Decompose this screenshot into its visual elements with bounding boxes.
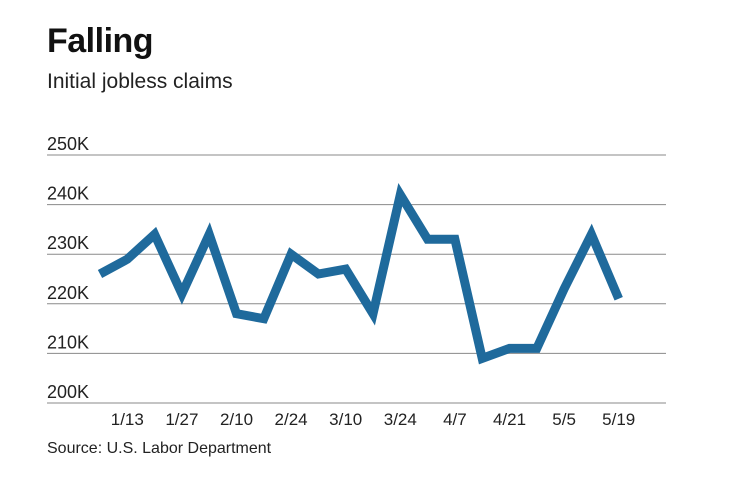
x-tick-label: 4/7 xyxy=(443,410,467,429)
chart-title: Falling xyxy=(47,22,154,60)
x-tick-label: 2/24 xyxy=(275,410,308,429)
x-tick-label: 3/10 xyxy=(329,410,362,429)
y-tick-label: 200K xyxy=(47,382,89,402)
series-line-layer xyxy=(97,182,623,365)
x-tick-label: 2/10 xyxy=(220,410,253,429)
y-tick-label: 240K xyxy=(47,184,89,204)
x-tick-label: 5/19 xyxy=(602,410,635,429)
gridlines xyxy=(47,154,666,404)
y-tick-label: 210K xyxy=(47,332,89,352)
x-tick-label: 4/21 xyxy=(493,410,526,429)
x-tick-label: 3/24 xyxy=(384,410,417,429)
chart-subtitle: Initial jobless claims xyxy=(47,70,233,93)
x-tick-label: 1/13 xyxy=(111,410,144,429)
x-tick-label: 1/27 xyxy=(165,410,198,429)
source-note: Source: U.S. Labor Department xyxy=(47,440,272,457)
series-line xyxy=(97,182,623,365)
y-tick-label: 230K xyxy=(47,233,89,253)
x-tick-label: 5/5 xyxy=(552,410,576,429)
y-axis-labels: 200K 210K 220K 230K 240K 250K xyxy=(47,134,89,402)
x-axis-labels: 1/13 1/27 2/10 2/24 3/10 3/24 4/7 4/21 5/5 5/19 xyxy=(111,410,635,429)
y-tick-label: 250K xyxy=(47,134,89,154)
y-tick-label: 220K xyxy=(47,283,89,303)
